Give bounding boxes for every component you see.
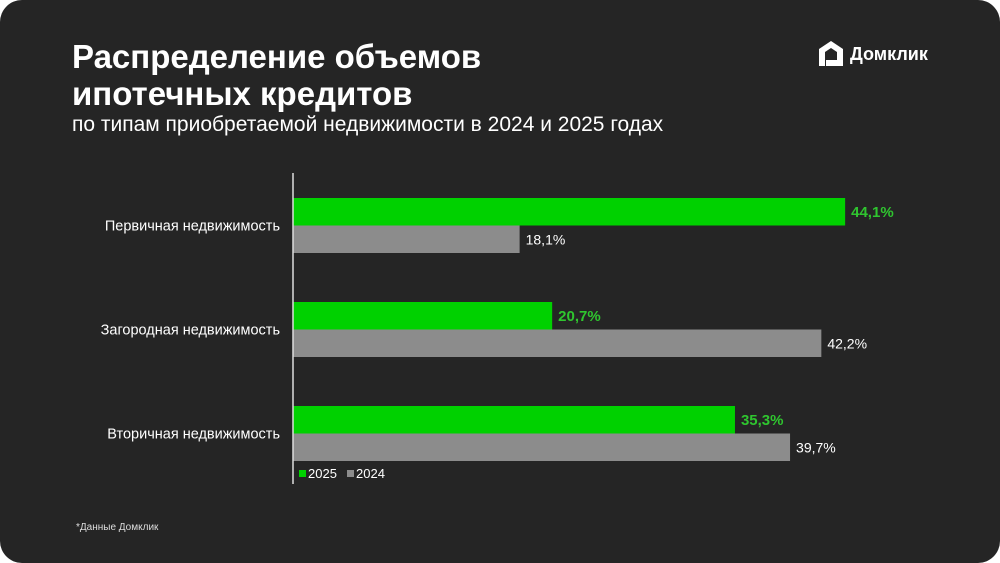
- logo: Домклик: [818, 40, 928, 68]
- data-label-2025: 44,1%: [851, 204, 894, 221]
- legend-swatch-2025: [299, 470, 306, 477]
- bar-2024: [293, 329, 822, 357]
- bar-2025: [293, 198, 846, 226]
- category-label: Загородная недвижимость: [101, 323, 280, 339]
- legend-label-2025: 2025: [308, 466, 337, 481]
- data-label-2025: 35,3%: [741, 412, 784, 429]
- bar-2025: [293, 302, 553, 330]
- data-label-2025: 20,7%: [558, 308, 601, 325]
- bar-2025: [293, 406, 735, 434]
- category-label: Вторичная недвижимость: [107, 427, 280, 443]
- bar-2024: [293, 433, 791, 461]
- legend-swatch-2024: [347, 470, 354, 477]
- category-label: Первичная недвижимость: [105, 219, 280, 235]
- data-label-2024: 39,7%: [796, 439, 836, 455]
- footnote: *Данные Домклик: [76, 522, 159, 533]
- subtitle: по типам приобретаемой недвижимости в 20…: [72, 113, 664, 136]
- title-line-2: ипотечных кредитов: [72, 75, 413, 112]
- data-label-2024: 42,2%: [827, 335, 867, 351]
- title-line-1: Распределение объемов: [72, 38, 482, 75]
- data-label-2024: 18,1%: [526, 231, 566, 247]
- legend-label-2024: 2024: [356, 466, 385, 481]
- logo-text: Домклик: [850, 43, 928, 64]
- bar-2024: [293, 225, 520, 253]
- house-logo-icon: [819, 41, 843, 66]
- page-title: Распределение объемов ипотечных кредитов: [72, 38, 481, 112]
